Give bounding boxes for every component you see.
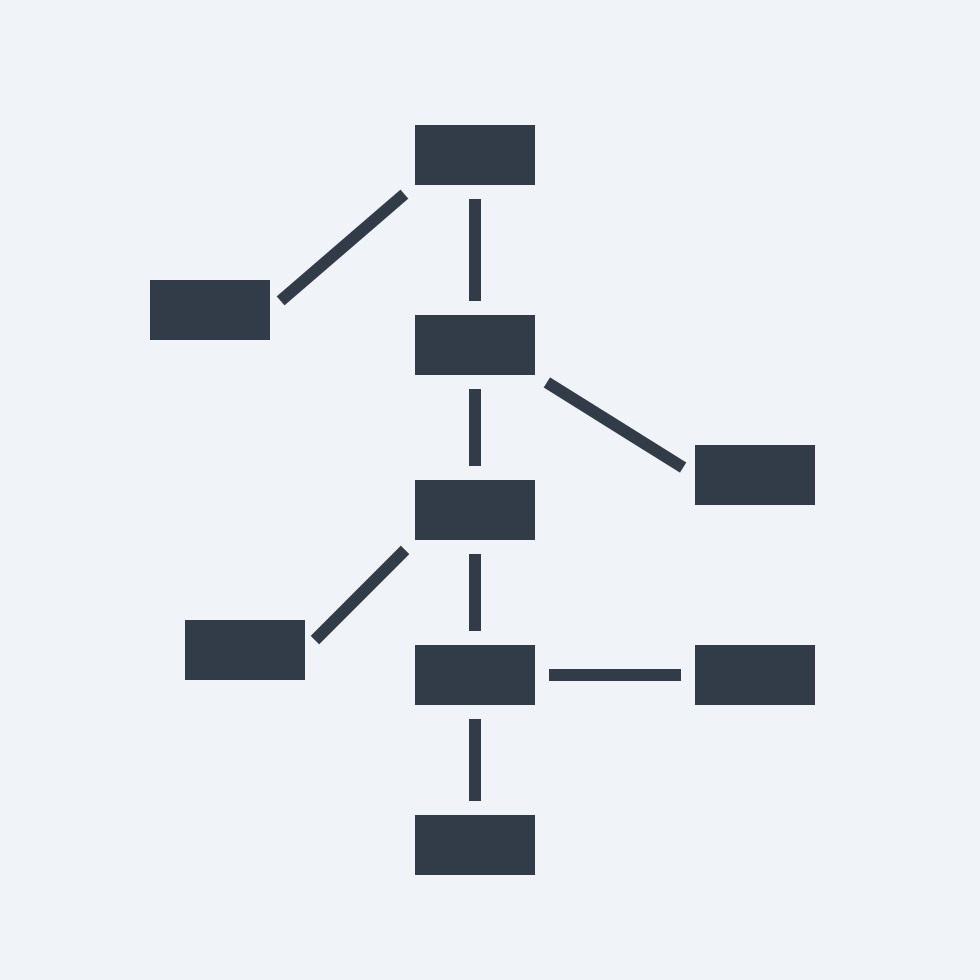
diagram-node <box>695 445 815 505</box>
diagram-edge <box>281 194 405 301</box>
tree-diagram <box>0 0 980 980</box>
diagram-node <box>415 645 535 705</box>
diagram-node <box>415 125 535 185</box>
diagram-edge <box>547 382 683 467</box>
diagram-node <box>150 280 270 340</box>
diagram-node <box>415 480 535 540</box>
diagram-node <box>415 315 535 375</box>
diagram-node <box>415 815 535 875</box>
diagram-node <box>185 620 305 680</box>
diagram-edge <box>315 550 405 640</box>
diagram-node <box>695 645 815 705</box>
